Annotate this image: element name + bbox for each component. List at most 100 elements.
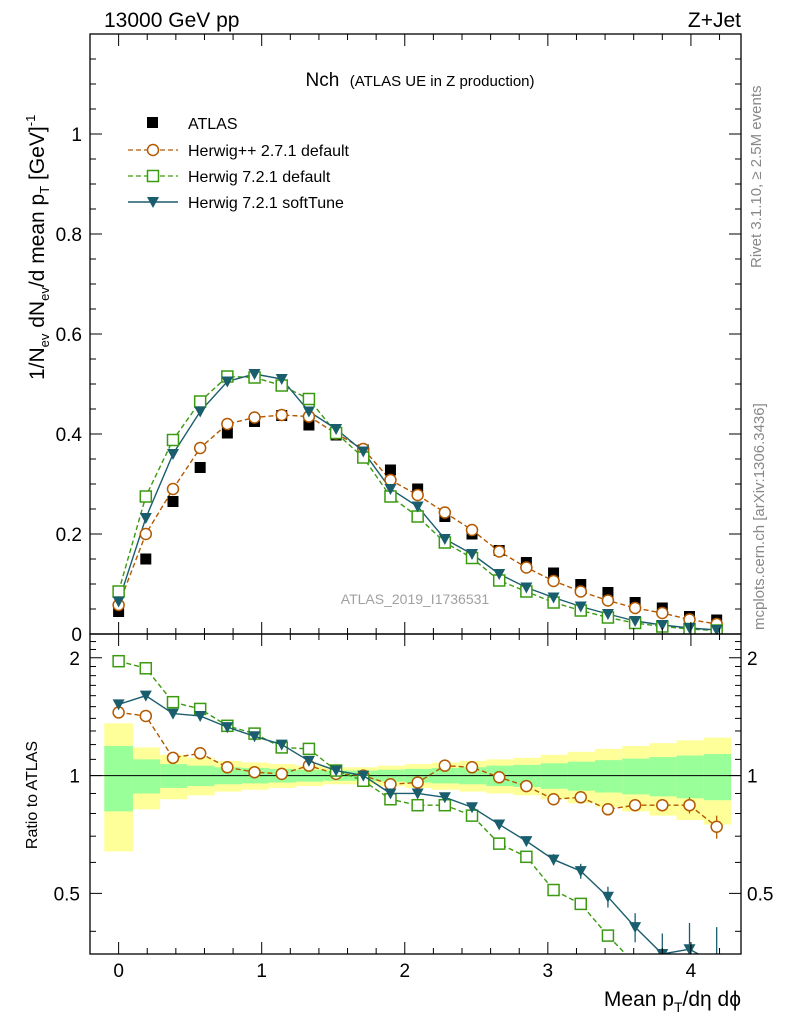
main-point-herwig-7-2-1-default <box>193 395 207 408</box>
ratio-point-herwig-7-2-1-softtune <box>493 819 506 831</box>
ratio-point-herwig-7-2-1-softtune <box>683 944 696 954</box>
main-point-herwig-2-7-1-default <box>574 585 588 598</box>
ratio-point-herwig-7-2-1-default <box>139 662 153 675</box>
main-point-herwig-7-2-1-softtune <box>493 569 506 580</box>
main-point-herwig-7-2-1-softtune <box>601 609 614 620</box>
ratio-point-herwig-7-2-1-softtune <box>384 788 397 800</box>
plot-title: Nch (ATLAS UE in Z production) <box>305 70 534 91</box>
main-point-herwig-2-7-1-default <box>139 527 153 541</box>
legend: ATLAS Herwig++ 2.7.1 default Herwig 7.2.… <box>128 116 350 212</box>
main-point-herwig-7-2-1-softtune <box>411 501 424 513</box>
ratio-point-herwig-7-2-1-default <box>411 798 424 812</box>
ratio-point-herwig-2-7-1-default <box>221 761 234 774</box>
ratio-line-herwig-7-2-1-default <box>118 660 627 954</box>
ratio-point-herwig-7-2-1-softtune <box>547 854 560 866</box>
x-tick-label: 4 <box>686 961 697 982</box>
main-point-herwig-2-7-1-default <box>193 441 207 455</box>
main-point-herwig-2-7-1-default <box>628 601 642 615</box>
ratio-band-green <box>703 754 731 801</box>
main-point-atlas <box>602 587 614 598</box>
main-point-herwig-7-2-1-softtune <box>438 534 451 545</box>
main-point-herwig-7-2-1-softtune <box>302 406 315 418</box>
ratio-y-tick-label-right: 2 <box>747 649 758 670</box>
main-point-herwig-7-2-1-softtune <box>166 449 179 460</box>
main-point-herwig-7-2-1-softtune <box>710 625 723 634</box>
ratio-y-tick-label: 0.5 <box>54 884 80 905</box>
ratio-point-herwig-7-2-1-default <box>520 850 533 864</box>
ratio-point-herwig-7-2-1-softtune <box>629 922 642 934</box>
ratio-point-herwig-7-2-1-softtune <box>466 802 479 814</box>
ratio-point-herwig-7-2-1-softtune <box>275 739 288 751</box>
main-point-herwig-7-2-1-default <box>411 510 424 523</box>
main-point-atlas <box>221 427 233 439</box>
main-point-atlas <box>194 462 206 473</box>
ratio-panel-series <box>112 654 723 954</box>
ratio-point-herwig-7-2-1-softtune <box>357 770 370 782</box>
legend-marker-herwig7-softtune <box>147 197 159 208</box>
main-point-herwig-7-2-1-softtune <box>194 406 207 418</box>
ratio-point-herwig-2-7-1-default <box>492 771 506 784</box>
legend-marker-atlas <box>147 117 158 128</box>
ratio-point-herwig-7-2-1-default <box>166 695 180 709</box>
legend-marker-herwigpp <box>146 143 160 157</box>
ratio-point-herwig-2-7-1-default <box>601 803 615 816</box>
ratio-point-herwig-7-2-1-default <box>492 837 506 850</box>
main-point-herwig-2-7-1-default <box>166 482 180 496</box>
ratio-point-herwig-2-7-1-default <box>683 798 696 812</box>
main-point-atlas <box>140 553 152 565</box>
ratio-point-herwig-2-7-1-default <box>547 792 560 806</box>
main-y-tick-label: 0.6 <box>56 325 82 346</box>
ratio-band-green <box>104 746 133 812</box>
main-point-herwig-7-2-1-softtune <box>629 616 642 627</box>
main-point-herwig-7-2-1-softtune <box>221 376 234 388</box>
main-point-atlas <box>303 419 315 431</box>
main-point-herwig-7-2-1-softtune <box>139 513 152 524</box>
main-point-herwig-7-2-1-default <box>112 585 125 598</box>
main-y-tick-label: 1 <box>71 125 82 146</box>
ratio-point-herwig-2-7-1-default <box>166 751 180 765</box>
main-point-herwig-2-7-1-default <box>438 506 452 519</box>
x-tick-label: 1 <box>256 961 267 982</box>
ratio-band-green <box>676 755 704 799</box>
ratio-point-herwig-2-7-1-default <box>574 791 588 804</box>
ratio-panel-frame <box>89 633 742 955</box>
ratio-band-green <box>649 757 677 797</box>
ratio-y-tick-label-right: 0.5 <box>747 884 773 905</box>
main-point-herwig-7-2-1-softtune <box>248 369 261 380</box>
ratio-point-herwig-2-7-1-default <box>710 820 723 833</box>
legend-label-herwig7-softtune: Herwig 7.2.1 softTune <box>188 195 344 212</box>
legend-label-herwigpp: Herwig++ 2.7.1 default <box>188 143 350 160</box>
main-point-herwig-7-2-1-softtune <box>466 549 479 560</box>
ratio-point-herwig-7-2-1-softtune <box>166 708 179 720</box>
main-point-herwig-2-7-1-default <box>465 523 479 537</box>
ratio-point-herwig-7-2-1-softtune <box>302 755 315 767</box>
main-point-herwig-7-2-1-default <box>166 433 180 447</box>
ratio-y-tick-label-right: 1 <box>747 767 758 788</box>
main-point-herwig-7-2-1-default <box>139 490 153 503</box>
ratio-band-green <box>622 758 650 795</box>
main-point-atlas <box>575 579 587 590</box>
ratio-point-herwig-2-7-1-default <box>438 759 452 772</box>
main-y-tick-label: 0.4 <box>56 425 83 446</box>
ratio-y-tick-label: 2 <box>69 649 80 670</box>
main-y-tick-label: 0 <box>71 625 82 646</box>
main-point-herwig-2-7-1-default <box>547 574 560 588</box>
ratio-band-green <box>595 760 623 793</box>
ratio-point-herwig-7-2-1-softtune <box>574 866 587 878</box>
axis-ticks: 0 1 2 3 4 0 0.2 0.4 0.6 0.8 1 0.5 0.5 1 1 2 2 <box>54 34 773 982</box>
ratio-point-herwig-2-7-1-default <box>248 765 261 779</box>
ratio-y-axis-label: Ratio to ATLAS <box>24 741 41 849</box>
x-axis-label: Mean pT/dη dϕ <box>604 988 741 1015</box>
ratio-point-herwig-2-7-1-default <box>139 709 153 723</box>
legend-label-herwig7-default: Herwig 7.2.1 default <box>188 169 331 186</box>
main-point-atlas <box>548 567 560 579</box>
ratio-point-herwig-7-2-1-default <box>574 897 588 911</box>
main-point-herwig-7-2-1-softtune <box>520 582 533 594</box>
x-tick-label: 0 <box>113 961 124 982</box>
ratio-point-herwig-7-2-1-default <box>601 929 615 942</box>
main-point-herwig-7-2-1-softtune <box>683 623 696 634</box>
ratio-point-herwig-2-7-1-default <box>628 798 642 812</box>
ratio-point-herwig-7-2-1-softtune <box>330 765 343 777</box>
ratio-point-herwig-7-2-1-softtune <box>411 788 424 800</box>
ratio-point-herwig-7-2-1-default <box>302 742 316 756</box>
